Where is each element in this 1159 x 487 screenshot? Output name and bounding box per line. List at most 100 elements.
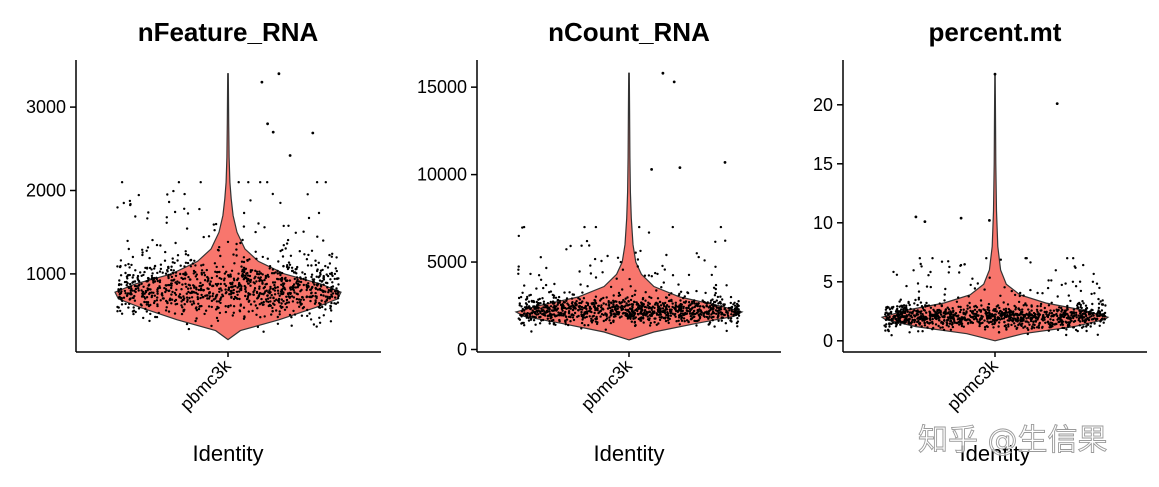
data-point — [166, 193, 169, 196]
data-point — [258, 270, 261, 273]
data-point — [938, 319, 941, 322]
data-point — [950, 323, 954, 326]
data-point — [929, 270, 932, 274]
data-point — [564, 315, 567, 318]
data-point — [976, 320, 979, 323]
data-point — [538, 297, 541, 301]
data-point — [214, 222, 218, 226]
data-point — [1005, 315, 1008, 318]
data-point — [1033, 326, 1036, 329]
y-tick-label: 3000 — [26, 97, 66, 117]
data-point — [578, 301, 581, 305]
data-point — [236, 297, 239, 300]
data-point — [1026, 332, 1030, 336]
data-point — [641, 316, 645, 319]
data-point — [258, 279, 261, 283]
data-point — [1029, 316, 1033, 319]
data-point — [714, 240, 717, 243]
data-point — [241, 268, 244, 271]
data-point — [271, 306, 274, 310]
data-point — [1004, 307, 1008, 310]
data-point — [532, 319, 536, 322]
data-point — [1032, 323, 1035, 326]
data-point — [572, 318, 576, 322]
data-point — [289, 292, 292, 296]
data-point — [284, 276, 287, 280]
data-point — [1047, 279, 1050, 282]
data-point — [127, 262, 130, 266]
data-point — [197, 307, 201, 311]
data-point — [1079, 315, 1083, 319]
outlier-point — [959, 216, 963, 220]
data-point — [232, 297, 236, 301]
data-point — [1057, 320, 1060, 324]
data-point — [625, 314, 628, 318]
data-point — [159, 244, 162, 247]
data-point — [682, 301, 686, 304]
data-point — [279, 201, 282, 205]
data-point — [904, 321, 907, 324]
outlier-point — [923, 220, 927, 224]
data-point — [1062, 315, 1066, 319]
data-point — [928, 317, 932, 320]
data-point — [736, 303, 739, 307]
data-point — [633, 324, 637, 328]
data-point — [330, 293, 333, 296]
data-point — [333, 272, 337, 276]
data-point — [220, 277, 223, 281]
data-point — [658, 300, 662, 304]
data-point — [159, 299, 162, 302]
data-point — [940, 260, 944, 263]
data-point — [594, 276, 598, 279]
data-point — [1101, 303, 1104, 306]
data-point — [143, 295, 146, 299]
data-point — [679, 302, 682, 306]
data-point — [329, 307, 332, 310]
data-point — [156, 296, 159, 299]
data-point — [176, 254, 180, 257]
data-point — [1099, 300, 1102, 303]
data-point — [239, 303, 242, 306]
data-point — [196, 296, 199, 299]
data-point — [520, 310, 524, 313]
data-point — [675, 320, 678, 323]
data-point — [891, 307, 894, 310]
data-point — [736, 325, 739, 328]
data-point — [1018, 294, 1021, 298]
data-point — [517, 272, 520, 275]
data-point — [273, 303, 276, 306]
data-point — [931, 317, 934, 321]
data-point — [948, 322, 952, 325]
data-point — [910, 320, 914, 324]
data-point — [134, 287, 138, 291]
data-point — [646, 304, 650, 307]
data-point — [299, 300, 302, 304]
data-point — [568, 291, 571, 294]
data-point — [1098, 286, 1101, 290]
data-point — [258, 292, 262, 295]
data-point — [898, 300, 901, 303]
data-point — [335, 287, 338, 290]
data-point — [1079, 303, 1083, 307]
data-point — [334, 296, 337, 299]
data-point — [309, 295, 312, 299]
data-point — [1007, 307, 1010, 311]
data-point — [153, 264, 157, 268]
data-point — [618, 302, 622, 305]
data-point — [193, 291, 196, 294]
data-point — [295, 281, 298, 285]
data-point — [227, 288, 230, 292]
data-point — [238, 290, 241, 293]
data-point — [949, 328, 953, 331]
data-point — [184, 282, 187, 286]
data-point — [726, 312, 729, 316]
data-point — [535, 300, 538, 304]
data-point — [1022, 294, 1025, 297]
data-point — [925, 317, 929, 321]
data-point — [916, 320, 919, 324]
data-point — [670, 299, 673, 303]
data-point — [244, 290, 247, 293]
data-point — [594, 295, 598, 298]
data-point — [523, 312, 526, 315]
data-point — [142, 316, 145, 320]
